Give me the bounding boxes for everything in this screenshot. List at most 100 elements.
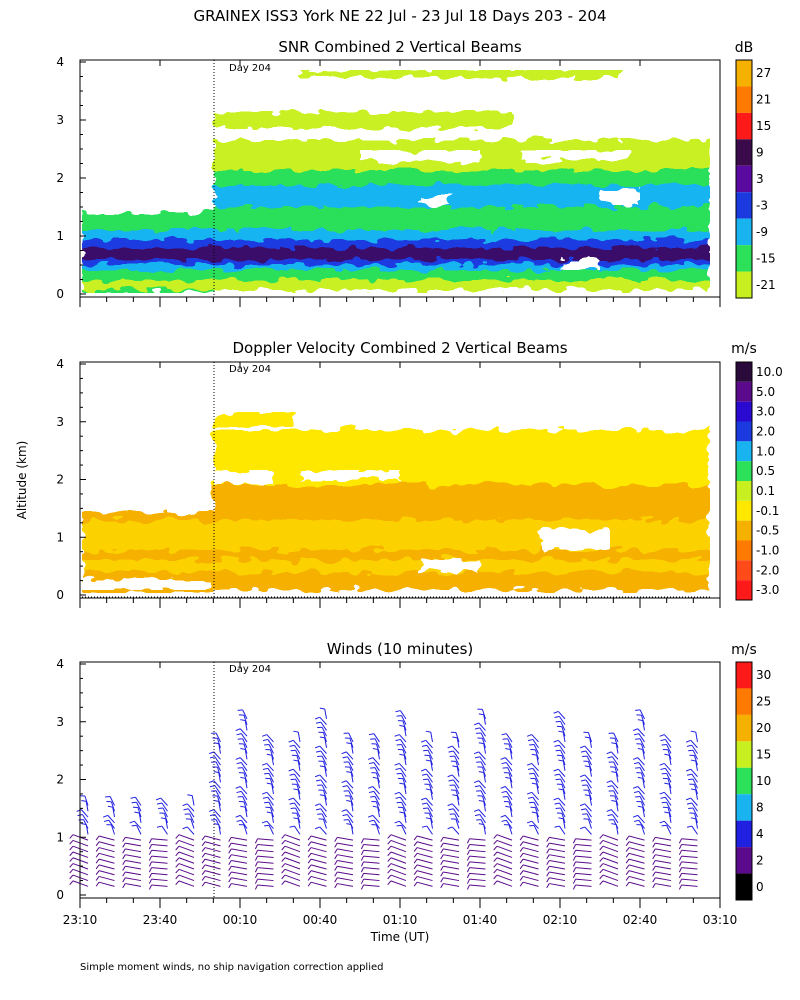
wind-barb-flag (360, 878, 365, 884)
wind-barb (522, 847, 539, 853)
snr-heatmap (82, 70, 710, 293)
wind-barb-flag (466, 861, 471, 867)
wind-barb (509, 807, 513, 818)
wind-barb (587, 732, 592, 743)
wind-barb (375, 743, 380, 754)
wind-barb-flag (678, 855, 683, 861)
wind-barb (204, 835, 221, 841)
wind-barb (297, 760, 301, 771)
wind-barb-flag (182, 826, 188, 830)
wind-barb (584, 745, 592, 754)
wind-barb (504, 786, 513, 795)
wind-barb (562, 760, 566, 771)
wind-barb (602, 845, 619, 853)
wind-barb (428, 813, 433, 823)
colorbar-label: 8 (756, 800, 764, 814)
wind-barb-flag (474, 727, 481, 730)
wind-barb-flag (579, 826, 585, 830)
wind-barb-flag (452, 736, 458, 739)
wind-barb-flag (240, 748, 246, 750)
wind-barb (151, 884, 168, 887)
wind-barb (640, 801, 645, 812)
wind-barb-flag (394, 762, 400, 766)
wind-barb-flag (122, 848, 126, 854)
wind-barb (557, 711, 566, 720)
wind-barb (427, 778, 433, 789)
wind-barb (480, 732, 486, 743)
wind-barb-flag (228, 871, 232, 877)
wind-barb (549, 836, 566, 841)
wind-barb (637, 815, 645, 824)
x-axis-ticks: 23:10 23:40 00:10 00:40 01:10 01:40 02:10 02:40… (63, 60, 737, 927)
wind-barb (478, 722, 486, 731)
wind-barb (681, 872, 698, 876)
wind-barb (109, 796, 115, 806)
wind-barb (321, 784, 327, 795)
wind-barb (231, 871, 248, 876)
wind-barb (403, 784, 407, 795)
wind-barb-flag (413, 864, 418, 870)
y-tick-label: 1 (56, 830, 64, 844)
wind-barb-flag (599, 840, 604, 845)
wind-barb (284, 880, 301, 887)
wind-barb (533, 802, 539, 812)
y-tick-label: 1 (56, 229, 64, 243)
wind-barb (363, 867, 380, 870)
wind-barb (324, 708, 327, 719)
wind-barb (610, 751, 619, 760)
wind-barb-flag (611, 799, 617, 802)
wind-barb-flag (660, 738, 666, 742)
wind-barb-flag (334, 860, 338, 866)
wind-barb (640, 743, 645, 754)
wind-barb (346, 756, 354, 766)
wind-barb (242, 796, 248, 806)
wind-barb (549, 854, 566, 858)
wind-barb (161, 802, 168, 812)
wind-barb (558, 716, 566, 725)
colorbar-label: 2 (756, 853, 764, 867)
wind-barb (549, 883, 566, 887)
wind-barb (390, 880, 407, 887)
wind-barb (390, 839, 407, 847)
colorbar-swatch (736, 60, 752, 87)
wind-barb-flag (236, 819, 242, 822)
wind-barb (428, 784, 433, 795)
wind-barb (398, 734, 407, 743)
wind-barb-flag (95, 841, 100, 847)
wind-barb-flag (307, 858, 312, 864)
wind-barb-flag (678, 873, 683, 879)
wind-barb-flag (228, 854, 232, 860)
wind-barb (346, 785, 354, 795)
colorbar-swatch (736, 580, 752, 600)
wind-barb (337, 848, 354, 853)
wind-barb-flag (686, 825, 693, 828)
wind-barb-flag (148, 861, 153, 867)
wind-barb (479, 814, 486, 824)
wind-barb (403, 812, 407, 823)
wind-barb-flag (76, 809, 82, 812)
wind-barb-flag (686, 802, 693, 805)
wind-barb (372, 786, 380, 795)
wind-barb (337, 865, 354, 870)
wind-barb (586, 784, 592, 795)
wind-barb-flag (474, 785, 481, 788)
wind-barb (125, 836, 142, 841)
wind-barb (213, 780, 221, 789)
wind-barb-flag (652, 842, 656, 848)
wind-barb (496, 868, 513, 876)
wind-barb (151, 861, 168, 864)
wind-barb (505, 733, 513, 743)
wind-barb-flag (553, 710, 559, 714)
colorbar-label: -9 (756, 225, 768, 239)
wind-barb (204, 881, 221, 887)
wind-barb (178, 851, 195, 858)
wind-barb (268, 773, 274, 783)
wind-barb-flag (281, 840, 286, 845)
wind-barb (348, 819, 354, 829)
x-tick-label: 00:10 (223, 913, 258, 927)
wind-barb-flag (440, 854, 444, 860)
wind-barb (321, 726, 327, 737)
wind-barb (213, 751, 221, 760)
wind-barb-flag (531, 753, 537, 756)
wind-barb (628, 864, 645, 870)
